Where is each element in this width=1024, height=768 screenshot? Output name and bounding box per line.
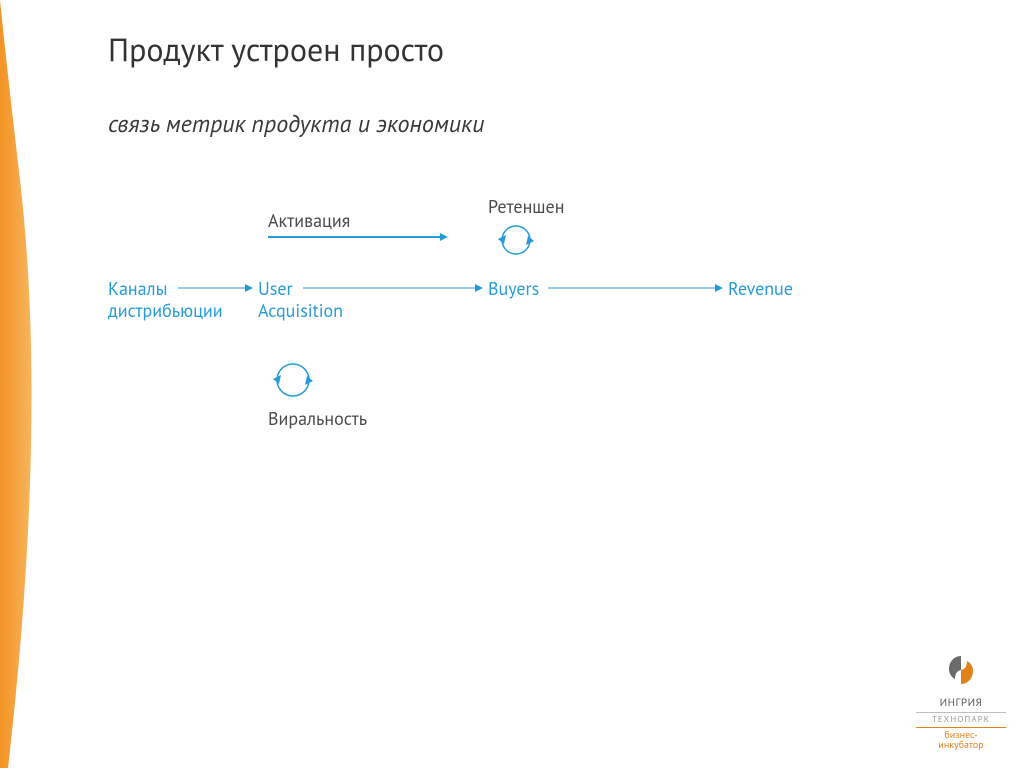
node-channels: Каналы дистрибьюции xyxy=(108,278,223,321)
diagram: Каналы дистрибьюции User Acquisition Buyer… xyxy=(108,190,928,450)
node-activation: Активация xyxy=(268,210,350,232)
node-revenue: Revenue xyxy=(728,278,793,300)
logo-line1: ИНГРИЯ xyxy=(916,696,1006,713)
node-retention: Ретеншен xyxy=(488,196,564,218)
side-accent xyxy=(0,0,50,768)
logo-line3: бизнес-инкубатор xyxy=(916,730,1006,750)
slide: Продукт устроен просто связь метрик прод… xyxy=(0,0,1024,768)
slide-subtitle: связь метрик продукта и экономики xyxy=(108,108,484,139)
diagram-svg xyxy=(108,190,928,450)
node-buyers: Buyers xyxy=(488,278,539,300)
logo-mark-icon xyxy=(944,653,978,687)
node-virality: Виральность xyxy=(268,408,367,430)
footer-logo: ИНГРИЯ ТЕХНОПАРК бизнес-инкубатор xyxy=(916,653,1006,750)
node-ua: User Acquisition xyxy=(258,278,343,321)
logo-line2: ТЕХНОПАРК xyxy=(916,714,1006,728)
slide-title: Продукт устроен просто xyxy=(108,28,444,70)
